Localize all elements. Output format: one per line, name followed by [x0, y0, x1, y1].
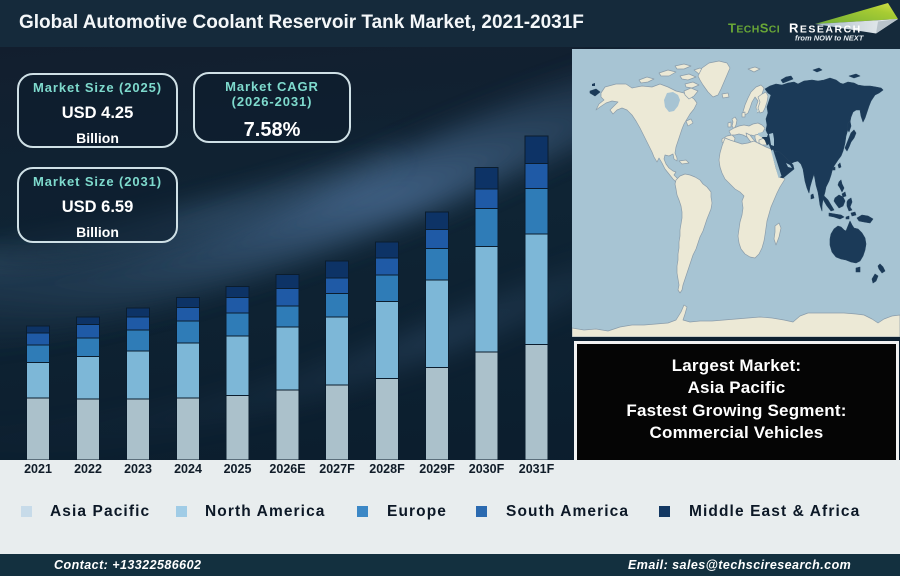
svg-text:TECHSCI: TECHSCI — [728, 21, 780, 36]
svg-text:RESEARCH: RESEARCH — [789, 21, 862, 36]
svg-text:from NOW to NEXT: from NOW to NEXT — [795, 34, 865, 43]
